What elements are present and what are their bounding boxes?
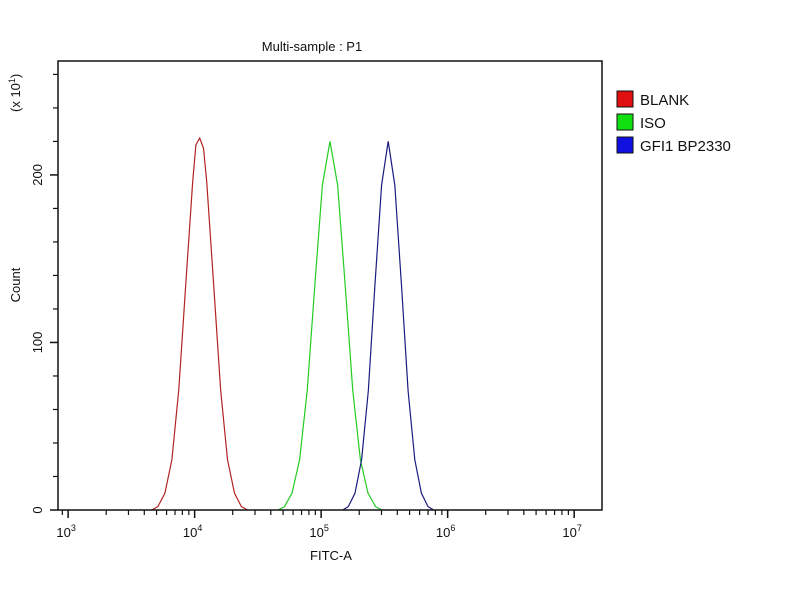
series-line-gfi1-bp2330 (342, 141, 435, 511)
y-tick-label: 200 (30, 164, 45, 186)
x-tick-label: 104 (183, 523, 202, 540)
legend-label: GFI1 BP2330 (640, 138, 731, 155)
x-tick-label: 103 (56, 523, 75, 540)
y-axis-label: Count (8, 267, 23, 302)
legend-label: BLANK (640, 92, 689, 109)
y-tick-label: 100 (30, 332, 45, 354)
legend-swatch (616, 113, 634, 131)
x-tick-label: 105 (309, 523, 328, 540)
x-tick-label: 106 (436, 523, 455, 540)
x-tick-label: 107 (562, 523, 581, 540)
legend-swatch (616, 136, 634, 154)
y-tick-label: 0 (30, 506, 45, 513)
legend-swatch (616, 90, 634, 108)
y-multiplier-label: (x 101) (7, 74, 23, 112)
plot-frame (57, 60, 603, 511)
series-line-blank (151, 136, 249, 511)
x-axis-label: FITC-A (310, 548, 352, 563)
legend: BLANK ISO GFI1 BP2330 (616, 90, 731, 155)
legend-label: ISO (640, 115, 666, 132)
series-line-iso (277, 141, 383, 511)
chart-title: Multi-sample : P1 (262, 39, 362, 54)
